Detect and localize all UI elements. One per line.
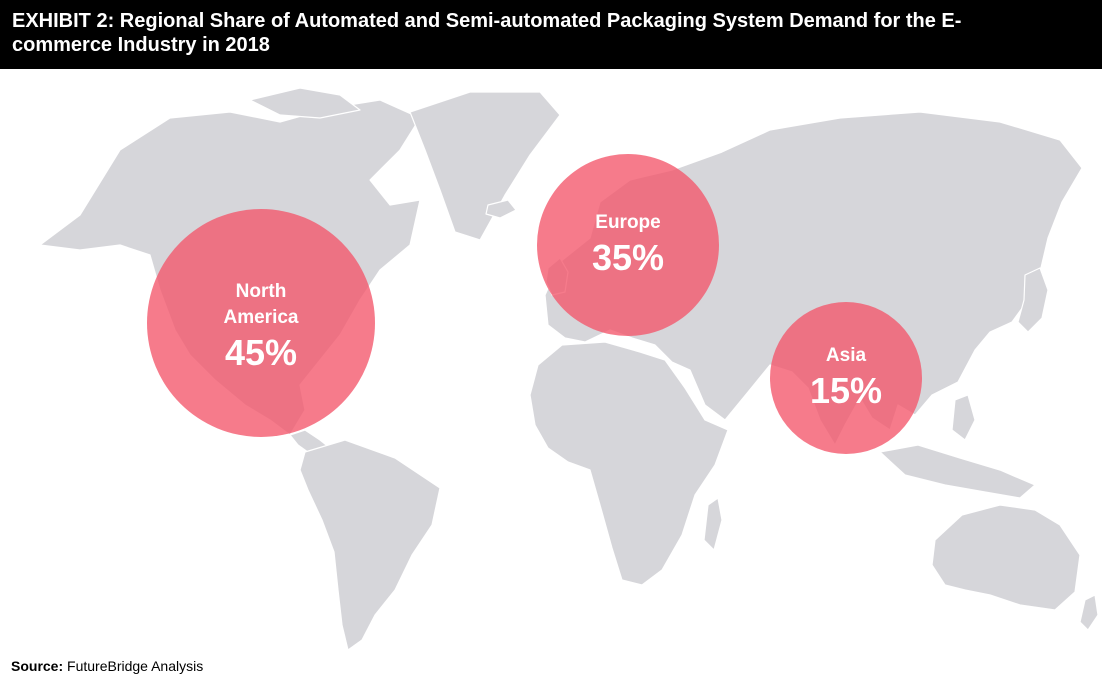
region-bubbles: North America 45% Europe 35% Asia 15%: [147, 154, 922, 454]
bubble-share-north-america: 45%: [225, 332, 297, 373]
land-greenland: [409, 91, 561, 241]
source-text: FutureBridge Analysis: [67, 658, 204, 674]
source-label: Source:: [11, 658, 64, 674]
exhibit-title: EXHIBIT 2: Regional Share of Automated a…: [12, 10, 962, 56]
land-new-zealand: [1079, 594, 1099, 631]
land-iceland: [485, 199, 517, 219]
bubble-label-asia: Asia: [826, 345, 867, 366]
source-note: Source: FutureBridge Analysis: [11, 658, 203, 674]
exhibit-header: EXHIBIT 2: Regional Share of Automated a…: [0, 0, 1102, 69]
land-madagascar: [703, 497, 723, 551]
land-southeast-asia-islands: [879, 444, 1036, 499]
land-arctic-islands: [249, 87, 361, 119]
land-africa: [529, 341, 729, 586]
bubble-europe: [537, 154, 719, 336]
land-south-america: [299, 439, 441, 651]
bubble-label-north-america-line-2: America: [224, 307, 299, 328]
land-japan: [1017, 267, 1049, 333]
world-map: North America 45% Europe 35% Asia 15%: [39, 87, 1099, 651]
bubble-label-europe: Europe: [595, 212, 660, 233]
bubble-share-asia: 15%: [810, 370, 882, 411]
bubble-label-north-america-line-1: North: [236, 281, 287, 302]
bubble-asia: [770, 302, 922, 454]
land-philippines: [951, 394, 976, 441]
bubble-share-europe: 35%: [592, 237, 664, 278]
bubble-north-america: [147, 209, 375, 437]
land-australia: [931, 504, 1081, 611]
